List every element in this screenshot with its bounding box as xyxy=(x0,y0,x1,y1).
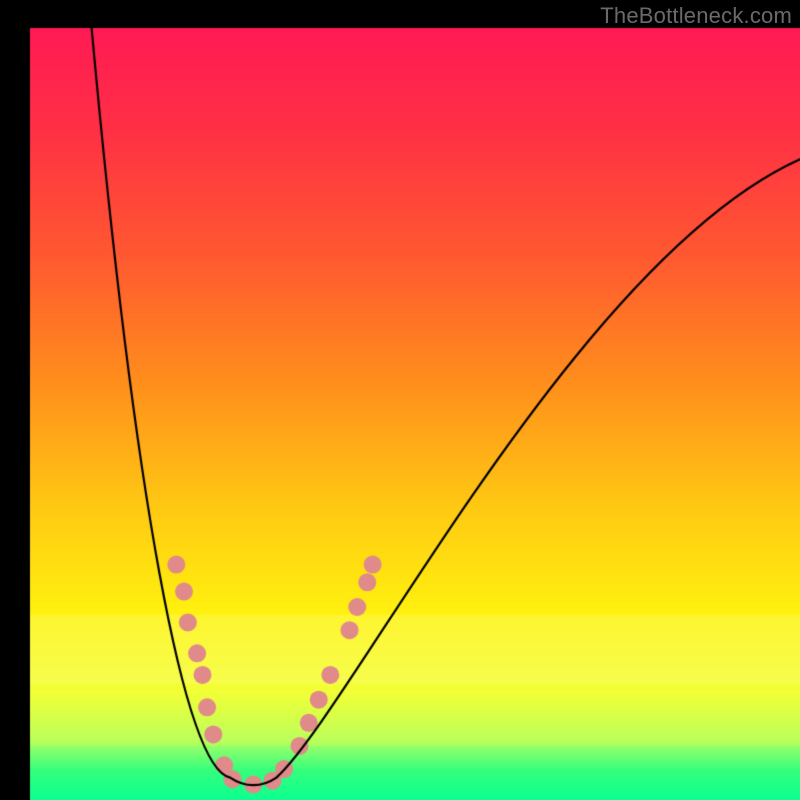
watermark-label: TheBottleneck.com xyxy=(600,3,792,29)
stage: TheBottleneck.com xyxy=(0,0,800,800)
bottleneck-chart-canvas xyxy=(0,0,800,800)
